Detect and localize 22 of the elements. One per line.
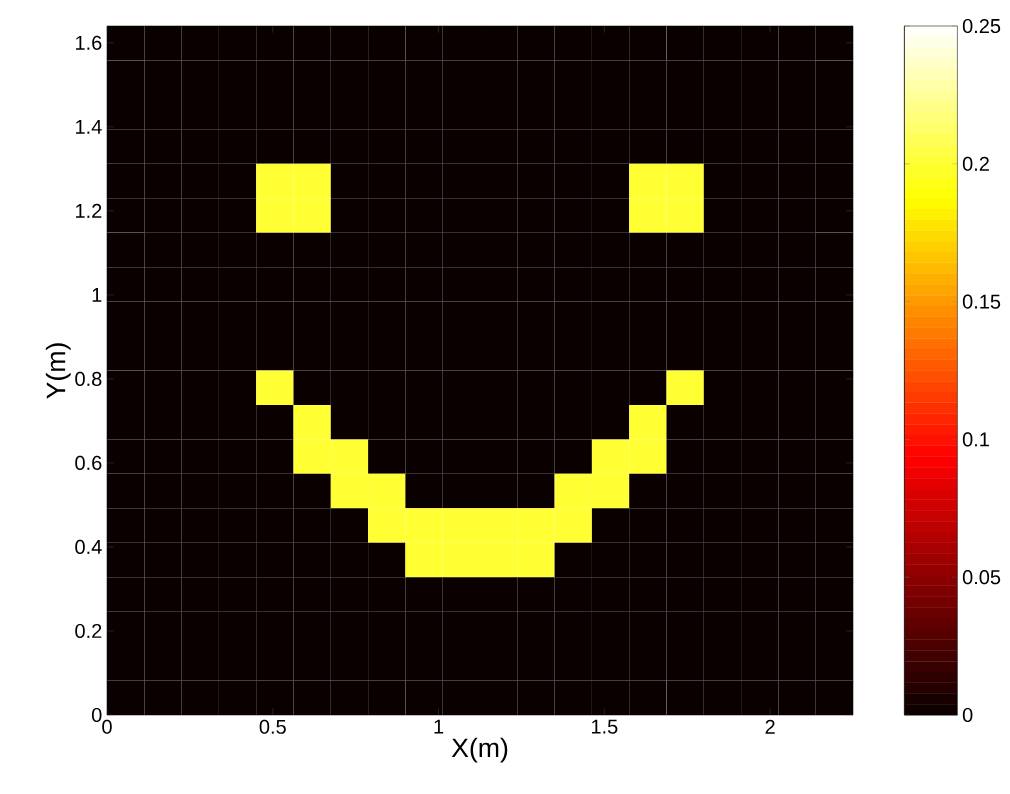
color-bar-label: 0.15: [962, 294, 1001, 309]
color-bar-label: 0: [962, 707, 973, 723]
y-tick-label: 1.4: [76, 119, 102, 134]
y-tick-label: 0.6: [75, 455, 102, 470]
y-tick-label: 1.2: [76, 203, 102, 218]
x-tick-label: 1.5: [591, 719, 618, 734]
x-tick-label: 2: [765, 719, 775, 734]
y-tick-label: 0.8: [75, 371, 102, 386]
color-bar-label: 0.1: [962, 432, 989, 447]
x-tick-label: 0.5: [259, 719, 286, 734]
y-tick-label: 1: [92, 288, 102, 302]
y-axis-title: Y(m): [45, 343, 71, 399]
y-tick-label: 0: [91, 707, 102, 723]
color-bar-label: 0.2: [962, 156, 989, 171]
x-tick-label: 0: [102, 719, 112, 734]
y-tick-label: 1.6: [76, 35, 102, 50]
x-axis-title: X(m): [451, 737, 508, 763]
x-tick-label: 1: [434, 719, 444, 734]
y-tick-label: 0.4: [75, 539, 102, 555]
color-bar-label: 0.05: [962, 570, 1001, 585]
color-bar-label: 0.25: [962, 18, 1001, 34]
y-tick-label: 0.2: [75, 623, 102, 639]
